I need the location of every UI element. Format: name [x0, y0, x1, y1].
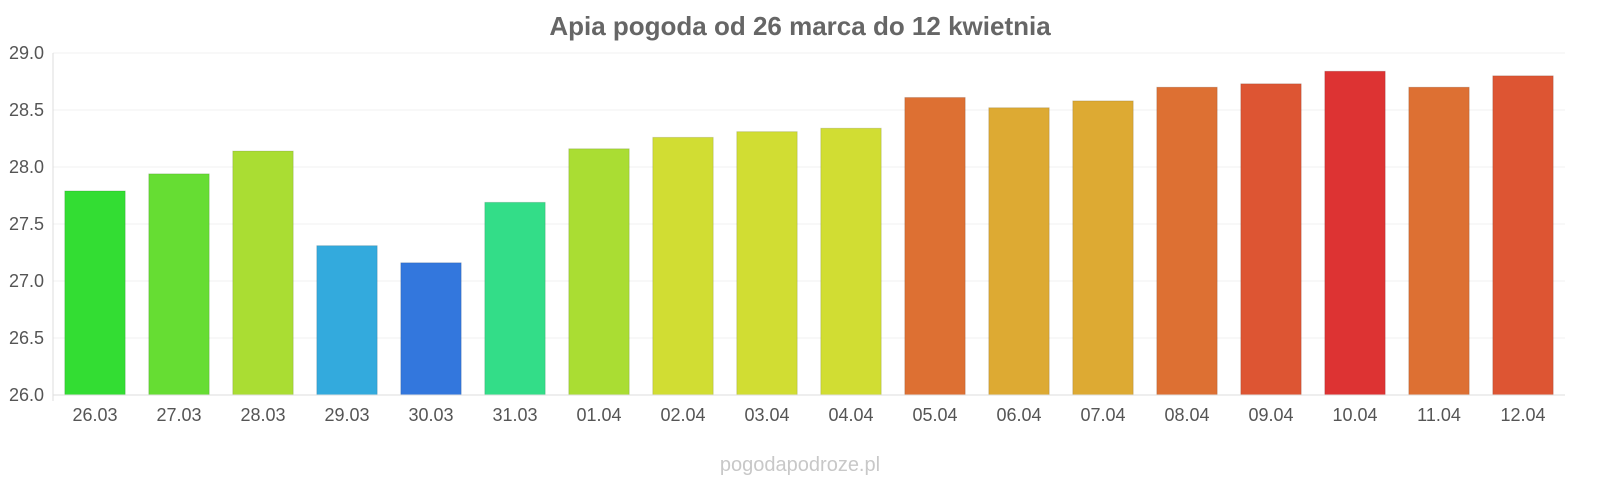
x-tick-label: 09.04: [1248, 405, 1293, 425]
bar-01.04: [568, 148, 630, 396]
x-tick-label: 02.04: [660, 405, 705, 425]
x-tick-label: 10.04: [1332, 405, 1377, 425]
x-tick-label: 06.04: [996, 405, 1041, 425]
x-tick-label: 07.04: [1080, 405, 1125, 425]
bar-10.04: [1324, 70, 1386, 396]
bar-31.03: [484, 201, 546, 396]
bar-06.04: [988, 107, 1050, 396]
bar-28.03: [232, 150, 294, 396]
y-tick-label: 29.0: [9, 43, 44, 63]
x-axis: 26.03 27.03 28.03 29.03 30.03 31.03 01.04 02.04…: [53, 394, 1565, 425]
bar-03.04: [736, 131, 798, 396]
x-tick-label: 28.03: [240, 405, 285, 425]
x-tick-label: 05.04: [912, 405, 957, 425]
y-tick-label: 27.0: [9, 271, 44, 291]
bar-07.04: [1072, 100, 1134, 396]
y-tick-label: 26.5: [9, 328, 44, 348]
y-axis: 26.0 26.5 27.0 27.5 28.0 28.5 29.0: [9, 43, 54, 405]
x-tick-label: 08.04: [1164, 405, 1209, 425]
x-tick-label: 27.03: [156, 405, 201, 425]
bar-02.04: [652, 136, 714, 396]
x-tick-label: 04.04: [828, 405, 873, 425]
x-tick-label: 30.03: [408, 405, 453, 425]
bars: [64, 70, 1554, 396]
bar-12.04: [1492, 75, 1554, 396]
bar-26.03: [64, 190, 126, 396]
bar-08.04: [1156, 86, 1218, 396]
bar-11.04: [1408, 86, 1470, 396]
y-tick-label: 26.0: [9, 385, 44, 405]
y-tick-label: 28.0: [9, 157, 44, 177]
chart-title: Apia pogoda od 26 marca do 12 kwietnia: [549, 11, 1051, 41]
x-tick-label: 31.03: [492, 405, 537, 425]
bar-05.04: [904, 96, 966, 396]
x-tick-label: 29.03: [324, 405, 369, 425]
x-tick-label: 26.03: [72, 405, 117, 425]
bar-04.04: [820, 127, 882, 396]
x-tick-label: 01.04: [576, 405, 621, 425]
x-tick-label: 12.04: [1500, 405, 1545, 425]
bar-29.03: [316, 245, 378, 396]
y-tick-label: 27.5: [9, 214, 44, 234]
bar-30.03: [400, 262, 462, 396]
x-tick-label: 03.04: [744, 405, 789, 425]
bar-09.04: [1240, 83, 1302, 396]
x-tick-label: 11.04: [1417, 405, 1461, 425]
bar-27.03: [148, 173, 210, 396]
grid-lines: [53, 52, 1565, 396]
watermark: pogodapodroze.pl: [720, 454, 880, 476]
y-tick-label: 28.5: [9, 100, 44, 120]
